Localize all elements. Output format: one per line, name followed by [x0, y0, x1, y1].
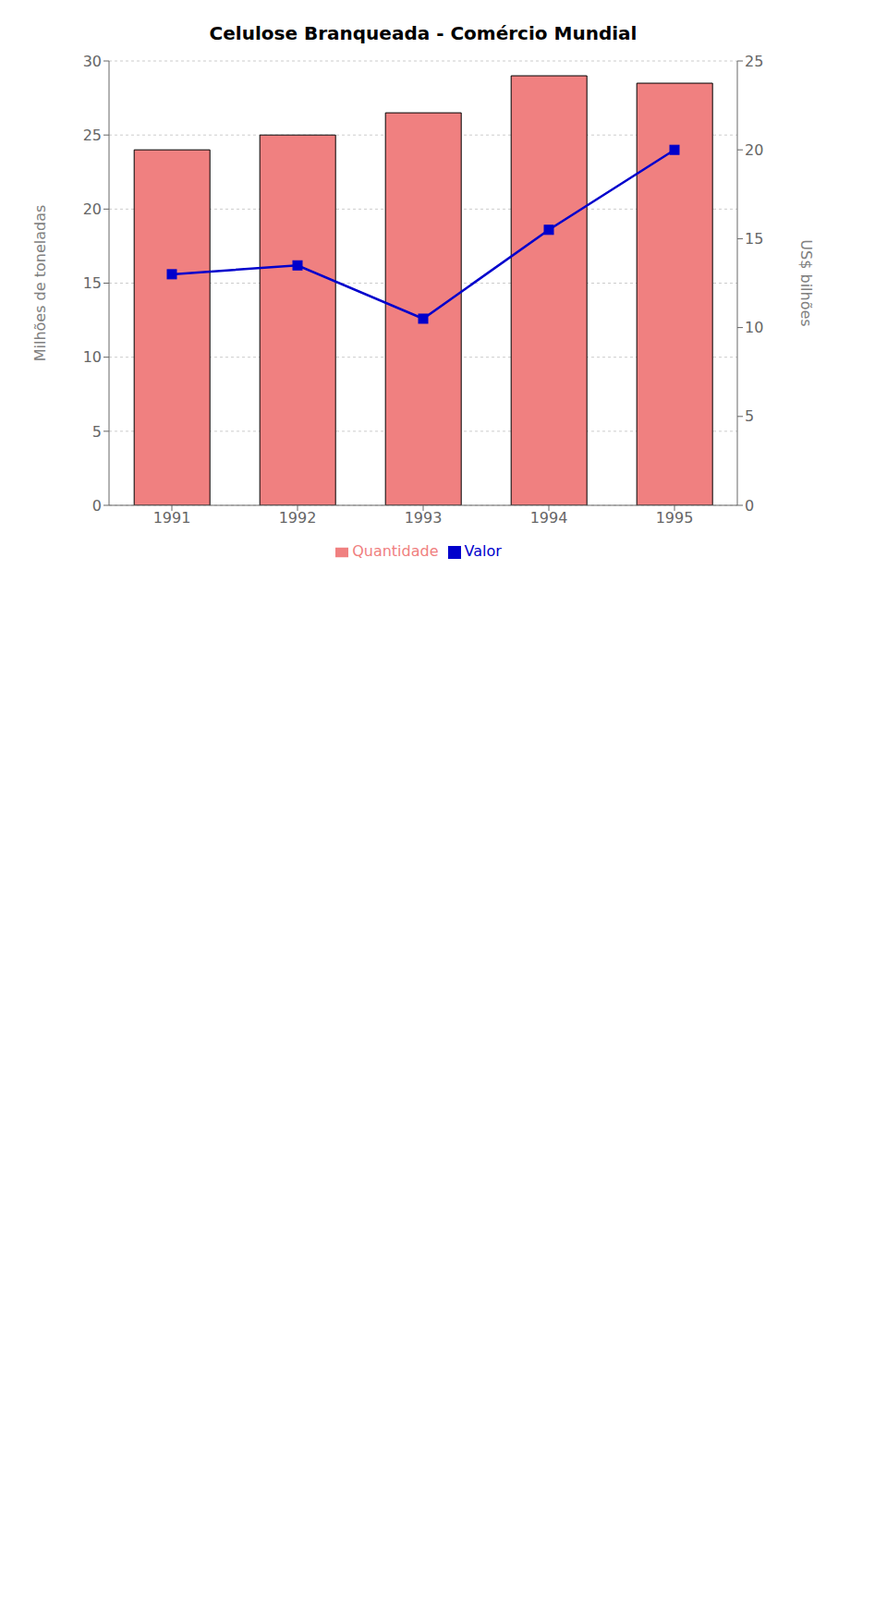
svg-text:25: 25 [83, 126, 102, 145]
svg-text:1991: 1991 [153, 509, 192, 527]
svg-text:0: 0 [92, 497, 102, 515]
svg-text:20: 20 [744, 141, 764, 159]
svg-text:1993: 1993 [404, 509, 443, 527]
svg-text:10: 10 [744, 318, 764, 337]
svg-text:25: 25 [744, 52, 764, 71]
svg-text:15: 15 [744, 230, 764, 248]
svg-text:0: 0 [744, 497, 754, 515]
html-text:Quantidade: Quantidade [352, 542, 439, 560]
svg-text:5: 5 [744, 407, 754, 426]
svg-text:1992: 1992 [279, 509, 317, 527]
svg-text:10: 10 [83, 348, 102, 366]
html-text:Valor: Valor [464, 542, 502, 560]
html-text:Celulose Branqueada - Comércio: Celulose Branqueada - Comércio Mundial [209, 22, 637, 45]
svg-text:1995: 1995 [656, 509, 694, 527]
svg-text:20: 20 [83, 200, 102, 219]
svg-text:US$ bilhões: US$ bilhões [797, 239, 815, 327]
svg-text:1994: 1994 [530, 509, 569, 527]
svg-text:Milhões de toneladas: Milhões de toneladas [31, 205, 49, 363]
svg-text:5: 5 [92, 423, 102, 441]
svg-text:15: 15 [83, 274, 102, 292]
svg-text:30: 30 [83, 52, 102, 71]
